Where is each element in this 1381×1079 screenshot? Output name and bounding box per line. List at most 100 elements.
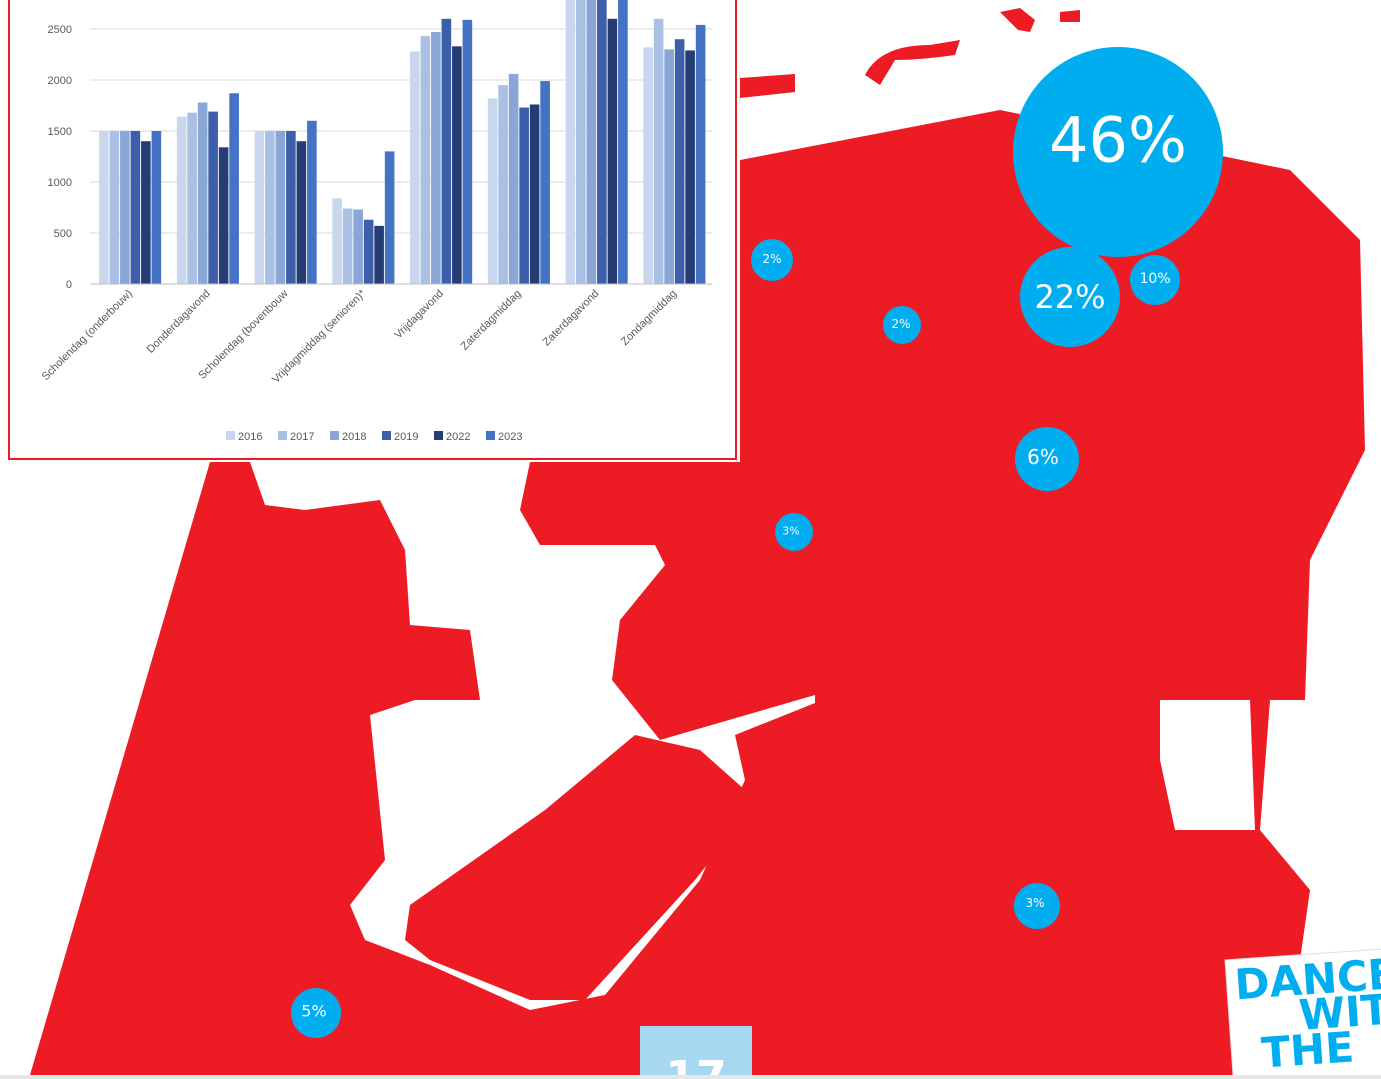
bar bbox=[462, 19, 473, 284]
bar bbox=[695, 24, 706, 284]
bar bbox=[151, 131, 162, 284]
bar bbox=[286, 131, 296, 284]
bubble bbox=[1130, 255, 1180, 305]
legend-swatch bbox=[278, 431, 287, 440]
y-tick-label: 2500 bbox=[48, 24, 72, 36]
bar bbox=[197, 102, 208, 284]
y-tick-label: 500 bbox=[54, 228, 72, 240]
legend-label: 2017 bbox=[290, 431, 314, 443]
bar bbox=[441, 18, 452, 284]
bubble bbox=[883, 306, 921, 344]
bar bbox=[99, 131, 109, 284]
bar bbox=[218, 147, 229, 284]
legend-swatch bbox=[330, 431, 339, 440]
bar bbox=[229, 93, 239, 284]
bubble bbox=[1014, 883, 1060, 929]
bar bbox=[130, 131, 141, 284]
bar bbox=[176, 116, 187, 284]
bar bbox=[487, 98, 498, 284]
bar bbox=[342, 208, 353, 284]
legend-label: 2022 bbox=[446, 431, 470, 443]
bars bbox=[99, 0, 706, 284]
bar bbox=[452, 46, 462, 284]
bubble bbox=[1020, 247, 1120, 347]
bar bbox=[353, 209, 363, 284]
bar bbox=[618, 0, 628, 284]
east-border-notch bbox=[1160, 700, 1255, 830]
bar bbox=[685, 50, 695, 284]
bubble-label: 3% bbox=[782, 525, 799, 538]
page-number-box bbox=[640, 1026, 752, 1079]
bar bbox=[431, 32, 441, 284]
bar bbox=[508, 73, 519, 284]
bubble-label: 10% bbox=[1139, 271, 1170, 287]
bubble bbox=[1015, 427, 1079, 491]
y-tick-label: 2000 bbox=[48, 75, 72, 87]
bar bbox=[576, 0, 586, 284]
bar bbox=[643, 47, 653, 284]
bar bbox=[384, 151, 395, 284]
bar bbox=[275, 131, 286, 284]
legend-label: 2018 bbox=[342, 431, 366, 443]
bubble bbox=[751, 239, 793, 281]
bubble-label: 22% bbox=[1034, 278, 1105, 316]
bar bbox=[363, 219, 374, 284]
y-tick-label: 0 bbox=[66, 279, 72, 291]
bar bbox=[586, 0, 597, 284]
bubble-group: 46% 22% 10% 2% 2% 6% 3% 3% 5% bbox=[291, 47, 1223, 1038]
flevoland bbox=[405, 735, 745, 1000]
bar bbox=[265, 131, 275, 284]
bubble-label: 2% bbox=[891, 317, 910, 331]
legend-label: 2023 bbox=[498, 431, 522, 443]
legend-swatch bbox=[434, 431, 443, 440]
bubble bbox=[775, 513, 813, 551]
logo-text: WITH bbox=[1297, 982, 1381, 1040]
bar bbox=[120, 131, 130, 284]
bar bbox=[674, 39, 685, 284]
legend-swatch bbox=[486, 431, 495, 440]
logo-text: THE bbox=[1260, 1022, 1356, 1077]
bar bbox=[141, 141, 151, 284]
bar bbox=[374, 225, 384, 284]
page-number: 17 bbox=[665, 1052, 726, 1079]
island bbox=[1000, 8, 1035, 32]
bar bbox=[296, 141, 307, 284]
bubble-label: 6% bbox=[1027, 445, 1059, 469]
bar bbox=[187, 112, 197, 284]
bar bbox=[653, 18, 664, 284]
bar bbox=[208, 111, 218, 284]
bar bbox=[109, 131, 120, 284]
island bbox=[1060, 10, 1080, 22]
bar bbox=[540, 81, 550, 284]
bubble-label: 46% bbox=[1049, 104, 1187, 177]
bubble bbox=[291, 988, 341, 1038]
logo-text: DANCE bbox=[1233, 949, 1381, 1009]
bar bbox=[254, 131, 265, 284]
bar bbox=[410, 51, 420, 284]
bar bbox=[519, 107, 529, 284]
legend-swatch bbox=[226, 431, 235, 440]
y-tick-label: 1500 bbox=[48, 126, 72, 138]
logo-bg bbox=[1224, 945, 1381, 1079]
bubble-label: 5% bbox=[301, 1002, 326, 1021]
legend-label: 2019 bbox=[394, 431, 418, 443]
island bbox=[740, 74, 795, 98]
legend-label: 2016 bbox=[238, 431, 262, 443]
legend-swatch bbox=[382, 431, 391, 440]
bar bbox=[597, 0, 607, 284]
logo: DANCE WITH THE bbox=[1224, 945, 1381, 1079]
bar bbox=[664, 49, 674, 284]
bubble bbox=[1013, 47, 1223, 257]
bubble-label: 2% bbox=[762, 252, 781, 266]
bar bbox=[420, 36, 431, 284]
bubble-label: 3% bbox=[1025, 896, 1044, 910]
island bbox=[865, 40, 960, 85]
bar bbox=[332, 198, 342, 284]
bar bbox=[529, 104, 540, 284]
bar bbox=[607, 18, 618, 284]
y-tick-label: 1000 bbox=[48, 177, 72, 189]
map: 46% 22% 10% 2% 2% 6% 3% 3% 5% bbox=[30, 8, 1365, 1075]
bar bbox=[565, 0, 576, 284]
